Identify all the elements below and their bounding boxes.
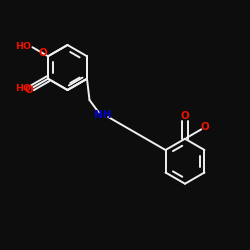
- Text: O: O: [24, 85, 33, 95]
- Text: HO: HO: [16, 42, 32, 51]
- Text: HO: HO: [16, 84, 32, 93]
- Text: NH: NH: [94, 110, 112, 120]
- Text: O: O: [201, 122, 209, 132]
- Text: O: O: [180, 111, 190, 121]
- Text: O: O: [39, 48, 48, 58]
